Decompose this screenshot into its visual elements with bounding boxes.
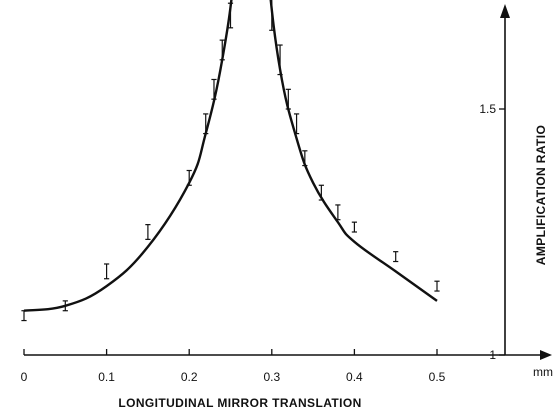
data-point	[186, 169, 192, 186]
data-point	[145, 224, 151, 240]
x-ticks-group: 0 0.1 0.2 0.3 0.4 0.5	[21, 349, 446, 384]
data-point	[285, 88, 291, 110]
x-tick-label: 0.5	[429, 370, 446, 384]
x-tick-label: 0.3	[263, 370, 280, 384]
fitted-curve-group	[23, 0, 438, 312]
y-axis-arrow	[500, 4, 510, 18]
x-axis-arrow	[540, 350, 552, 360]
fitted-curve	[23, 0, 438, 312]
data-point	[318, 184, 324, 201]
x-tick-label: 0.1	[98, 370, 115, 384]
data-point	[227, 2, 234, 29]
data-point	[335, 204, 341, 221]
data-point	[434, 280, 440, 292]
data-point	[21, 310, 27, 322]
data-point	[293, 113, 300, 135]
data-point	[203, 113, 209, 135]
y-axis-title: AMPLIFICATION RATIO	[534, 125, 548, 265]
y-tick-label: 1	[489, 348, 496, 362]
data-point	[269, 0, 275, 31]
x-axis-title: LONGITUDINAL MIRROR TRANSLATION	[118, 396, 361, 409]
data-point	[62, 300, 68, 312]
x-tick-label: 0	[21, 370, 28, 384]
y-tick-label: 1.5	[479, 102, 496, 116]
x-axis-unit: mm	[533, 365, 553, 379]
data-points-group	[21, 0, 440, 322]
data-point	[393, 251, 399, 263]
x-tick-label: 0.2	[181, 370, 198, 384]
y-ticks-group: 11.52	[479, 102, 505, 362]
data-point	[277, 44, 283, 76]
data-point	[211, 78, 217, 100]
data-point	[302, 150, 308, 167]
data-point	[219, 39, 225, 61]
x-tick-label: 0.4	[346, 370, 363, 384]
axes-group	[24, 4, 552, 360]
data-point	[351, 221, 357, 233]
data-point	[104, 263, 110, 280]
